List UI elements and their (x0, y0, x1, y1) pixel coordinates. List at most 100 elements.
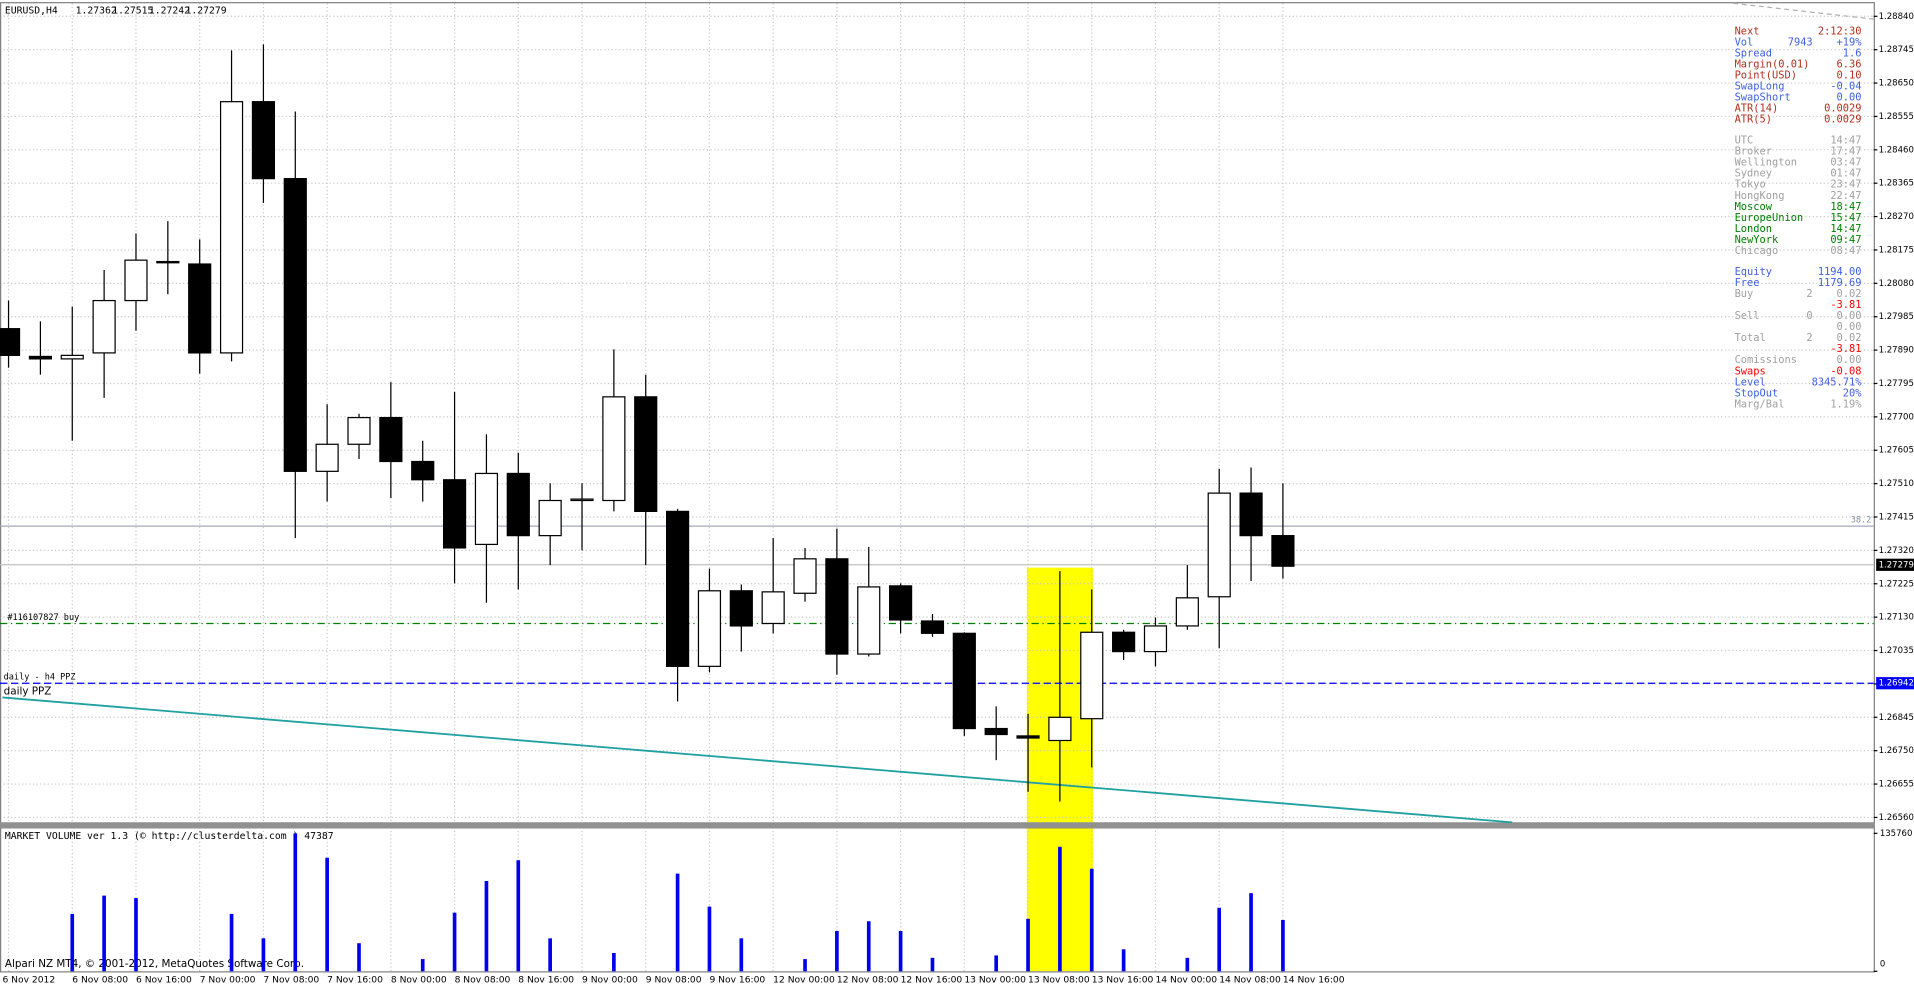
volume-bar (1089, 868, 1094, 972)
candle-body (474, 472, 499, 546)
x-tick-label: 9 Nov 08:00 (646, 975, 702, 985)
volume-bar (1249, 893, 1253, 972)
info-value: 22:47 (1830, 190, 1861, 202)
header-value: 1.27362 (76, 6, 117, 17)
info-label: Next (1735, 25, 1760, 37)
info-value: 09:47 (1830, 234, 1861, 246)
info-label: Buy (1735, 288, 1754, 300)
info-value: 0.02 (1837, 288, 1862, 300)
x-tick-label: 14 Nov 00:00 (1155, 975, 1217, 985)
info-label: Wellington (1735, 157, 1797, 169)
candle-body (506, 472, 530, 537)
candle-body (379, 416, 403, 463)
candle-body (857, 586, 881, 655)
volume-bar (1058, 846, 1062, 972)
x-tick-label: 14 Nov 16:00 (1283, 975, 1345, 985)
info-value: 17:47 (1830, 146, 1861, 158)
volume-bar (803, 959, 807, 972)
y-tick-label: 1.27130 (1879, 613, 1914, 623)
header-value: 1.27279 (186, 6, 227, 17)
fib-label: 38.2 (1851, 516, 1872, 526)
volume-bar (357, 943, 361, 972)
info-label: HongKong (1735, 190, 1785, 202)
candle-body (283, 178, 307, 472)
volume-bar (612, 952, 616, 972)
info-label: StopOut (1735, 387, 1779, 399)
y-tick-label: 1.27225 (1879, 579, 1914, 589)
x-tick-label: 6 Nov 08:00 (72, 975, 128, 985)
volume-bar (739, 938, 744, 972)
info-label: London (1735, 223, 1772, 235)
chart-title: EURUSD,H4 (5, 6, 58, 17)
candle-body (315, 443, 339, 472)
candle-body (347, 416, 371, 445)
candle-body (219, 101, 244, 354)
y-tick-label: 1.28650 (1879, 79, 1914, 89)
x-tick-label: 6 Nov 2012 (2, 975, 55, 985)
candle-body (1112, 631, 1136, 653)
volume-bar (1026, 918, 1030, 972)
volume-bar (516, 860, 521, 972)
y-tick-label: 1.27510 (1879, 479, 1914, 489)
candle-body (952, 632, 976, 730)
volume-bar (102, 895, 106, 972)
y-tick-label: 1.27605 (1879, 446, 1914, 456)
info-label: Equity (1735, 266, 1772, 278)
ppz-price-tag-box (1876, 677, 1914, 690)
info-value: 0.0029 (1824, 114, 1861, 126)
y-tick-label: 1.27415 (1879, 513, 1914, 523)
info-label: Level (1735, 376, 1766, 388)
candle-body (156, 260, 180, 264)
x-tick-label: 12 Nov 08:00 (837, 975, 899, 985)
y-tick-label: 0 (1880, 959, 1885, 969)
y-tick-label: 1.27985 (1879, 312, 1914, 322)
candle-body (665, 510, 690, 667)
header-value: 1.27515 (112, 6, 153, 17)
y-tick-label: 1.28555 (1879, 112, 1914, 122)
info-label: Free (1735, 277, 1760, 289)
header-value: 1.27242 (149, 6, 190, 17)
order-line-label: #116107827 buy (7, 613, 79, 623)
info-label: Marg/Bal (1735, 398, 1785, 410)
info-label: Point(USD) (1735, 70, 1797, 82)
info-value: -3.81 (1830, 299, 1861, 311)
volume-bar (707, 906, 712, 972)
info-value: 1179.69 (1818, 277, 1862, 289)
candle-body (602, 396, 626, 502)
info-value: 20% (1843, 387, 1862, 399)
info-label: Sell (1735, 310, 1760, 322)
info-label: Sydney (1735, 168, 1772, 180)
info-value: 14:47 (1830, 223, 1861, 235)
x-tick-label: 13 Nov 08:00 (1028, 975, 1090, 985)
info-label: ATR(14) (1735, 103, 1779, 115)
candle-body (1207, 492, 1231, 598)
y-tick-label: 1.28365 (1879, 179, 1914, 189)
candle-body (1143, 625, 1168, 653)
y-tick-label: 1.28270 (1879, 212, 1914, 222)
x-tick-label: 7 Nov 00:00 (200, 975, 256, 985)
candle-body (1048, 716, 1072, 742)
candle-body (920, 620, 945, 634)
volume-bar (548, 938, 552, 972)
info-value: 08:47 (1830, 245, 1861, 257)
candle-body (411, 460, 435, 481)
info-label: Vol (1735, 36, 1754, 48)
info-value: 15:47 (1830, 212, 1861, 224)
y-tick-label: 1.28840 (1879, 12, 1914, 22)
trendline-label: daily PPZ (4, 685, 52, 697)
info-label: Swaps (1735, 365, 1766, 377)
ppz-line-label: daily - h4 PPZ (4, 673, 76, 683)
x-tick-label: 14 Nov 08:00 (1219, 975, 1281, 985)
volume-pane-frame (0, 827, 1875, 973)
candle-body (60, 354, 84, 360)
x-tick-label: 13 Nov 16:00 (1092, 975, 1154, 985)
info-value: 01:47 (1830, 168, 1861, 180)
candle-body (92, 299, 116, 354)
info-value: 14:47 (1830, 135, 1861, 147)
info-value: 18:47 (1830, 201, 1861, 213)
info-mid: 2 (1806, 332, 1812, 344)
info-value: 0.00 (1837, 321, 1862, 333)
bid-price-tag: 1.27279 (1879, 560, 1914, 570)
info-label: SwapShort (1735, 92, 1791, 104)
